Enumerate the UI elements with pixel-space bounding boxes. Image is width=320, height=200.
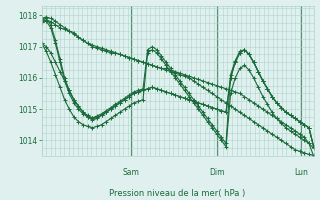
- Text: Lun: Lun: [294, 168, 308, 177]
- Text: Dim: Dim: [209, 168, 225, 177]
- Text: Pression niveau de la mer( hPa ): Pression niveau de la mer( hPa ): [109, 189, 246, 198]
- Text: Sam: Sam: [123, 168, 140, 177]
